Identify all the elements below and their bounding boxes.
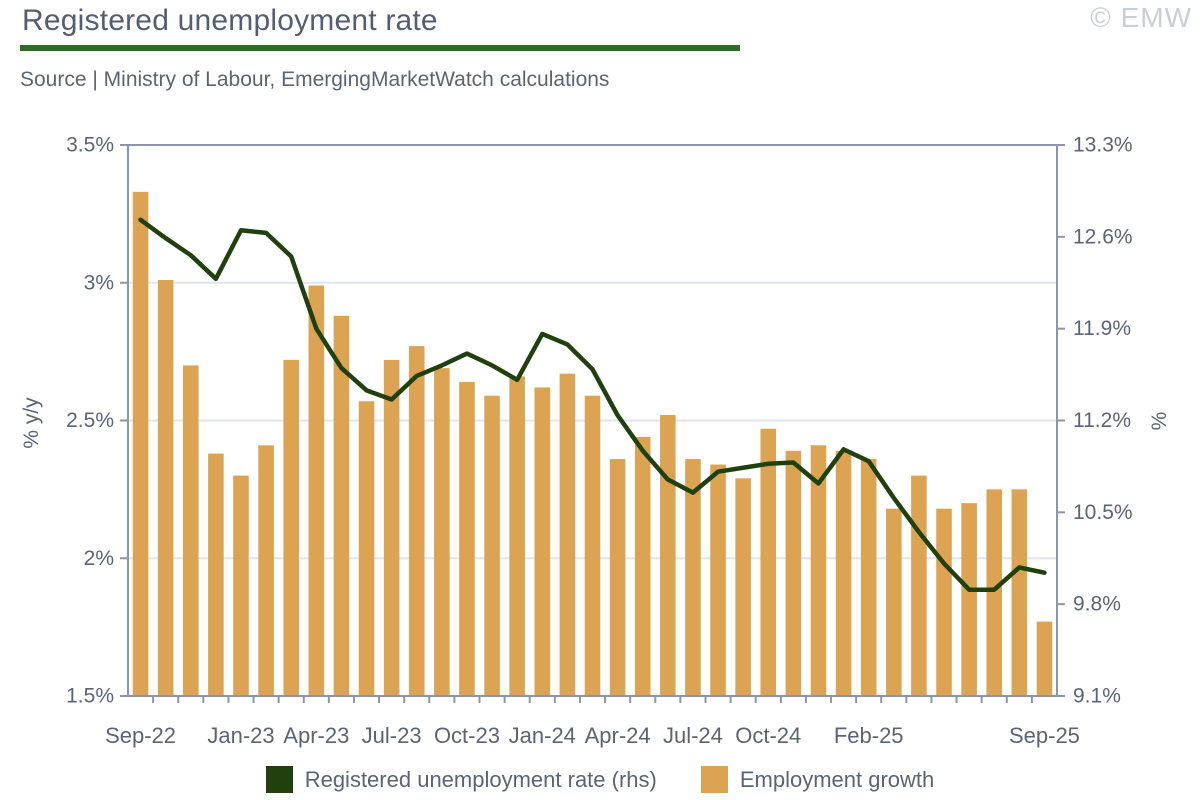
x-axis-label: Jul-24 xyxy=(663,723,723,748)
employment-bar-swatch xyxy=(700,766,728,793)
x-axis-label: Oct-24 xyxy=(735,723,801,748)
bar xyxy=(182,365,199,696)
bar xyxy=(609,459,626,696)
bar xyxy=(660,414,676,696)
left-axis-tick-label: 3.5% xyxy=(66,134,114,157)
right-axis-tick-label: 13.3% xyxy=(1073,134,1133,157)
right-axis-tick-label: 9.8% xyxy=(1073,593,1121,616)
right-axis-tick-label: 9.1% xyxy=(1073,685,1121,708)
title-underline xyxy=(20,45,740,51)
bar xyxy=(735,478,751,696)
legend-label-unemployment: Registered unemployment rate (rhs) xyxy=(304,766,657,792)
bar xyxy=(860,459,877,696)
x-axis-label: Apr-24 xyxy=(585,723,651,748)
right-axis-tick-label: 11.9% xyxy=(1073,317,1131,340)
left-axis-tick-label: 2.5% xyxy=(66,409,114,432)
bar xyxy=(208,453,224,696)
right-axis-tick-label: 12.6% xyxy=(1073,225,1133,248)
x-axis-label: Oct-23 xyxy=(434,723,500,748)
x-axis-label: Apr-23 xyxy=(283,723,349,748)
legend-item-employment: Employment growth xyxy=(700,766,935,793)
left-axis-tick-label: 2% xyxy=(84,547,114,570)
bar xyxy=(835,450,852,696)
bar xyxy=(408,346,425,696)
bar xyxy=(886,508,902,696)
x-axis-label: Sep-25 xyxy=(1009,723,1080,748)
x-axis-label: Jan-24 xyxy=(509,723,576,748)
legend: Registered unemployment rate (rhs) Emplo… xyxy=(0,766,1200,793)
bar xyxy=(283,359,299,696)
bar xyxy=(559,373,576,696)
bar xyxy=(308,285,325,696)
bar xyxy=(810,445,827,696)
bar xyxy=(534,387,551,696)
left-axis-tick-label: 3% xyxy=(84,271,114,294)
left-axis-tick-label: 1.5% xyxy=(66,685,114,708)
bar xyxy=(986,489,1003,696)
bar xyxy=(710,464,726,696)
bar xyxy=(459,381,475,696)
bar xyxy=(760,428,777,696)
left-axis-title: % y/y xyxy=(20,397,43,449)
unemployment-line-swatch xyxy=(265,766,293,793)
legend-item-unemployment: Registered unemployment rate (rhs) xyxy=(265,766,657,793)
right-axis-title: % xyxy=(1148,412,1171,431)
x-axis-label: Feb-25 xyxy=(834,723,904,748)
bar xyxy=(132,191,149,696)
bar xyxy=(233,475,249,696)
bar xyxy=(333,315,350,696)
bar xyxy=(383,359,400,696)
right-axis-tick-label: 11.2% xyxy=(1073,409,1131,432)
bar xyxy=(484,395,500,696)
page-title: Registered unemployment rate xyxy=(22,4,438,37)
watermark: © EMW xyxy=(1090,2,1192,33)
bar xyxy=(961,503,977,696)
bar xyxy=(358,401,375,696)
bar xyxy=(785,450,802,696)
bar xyxy=(911,475,927,696)
x-axis-label: Jan-23 xyxy=(207,723,274,748)
bar xyxy=(1011,489,1028,696)
bar xyxy=(634,437,651,696)
bar xyxy=(685,459,701,696)
bar xyxy=(1036,621,1053,696)
bar xyxy=(434,368,450,696)
x-axis-label: Jul-23 xyxy=(362,723,422,748)
source-line: Source | Ministry of Labour, EmergingMar… xyxy=(20,68,610,91)
bar xyxy=(258,445,274,696)
bar xyxy=(157,279,174,696)
bar xyxy=(936,508,952,696)
right-axis-tick-label: 10.5% xyxy=(1073,501,1133,524)
x-axis-label: Sep-22 xyxy=(105,723,176,748)
bar xyxy=(584,395,601,696)
unemployment-line xyxy=(138,217,1047,592)
legend-label-employment: Employment growth xyxy=(739,766,935,792)
bar xyxy=(509,376,525,696)
